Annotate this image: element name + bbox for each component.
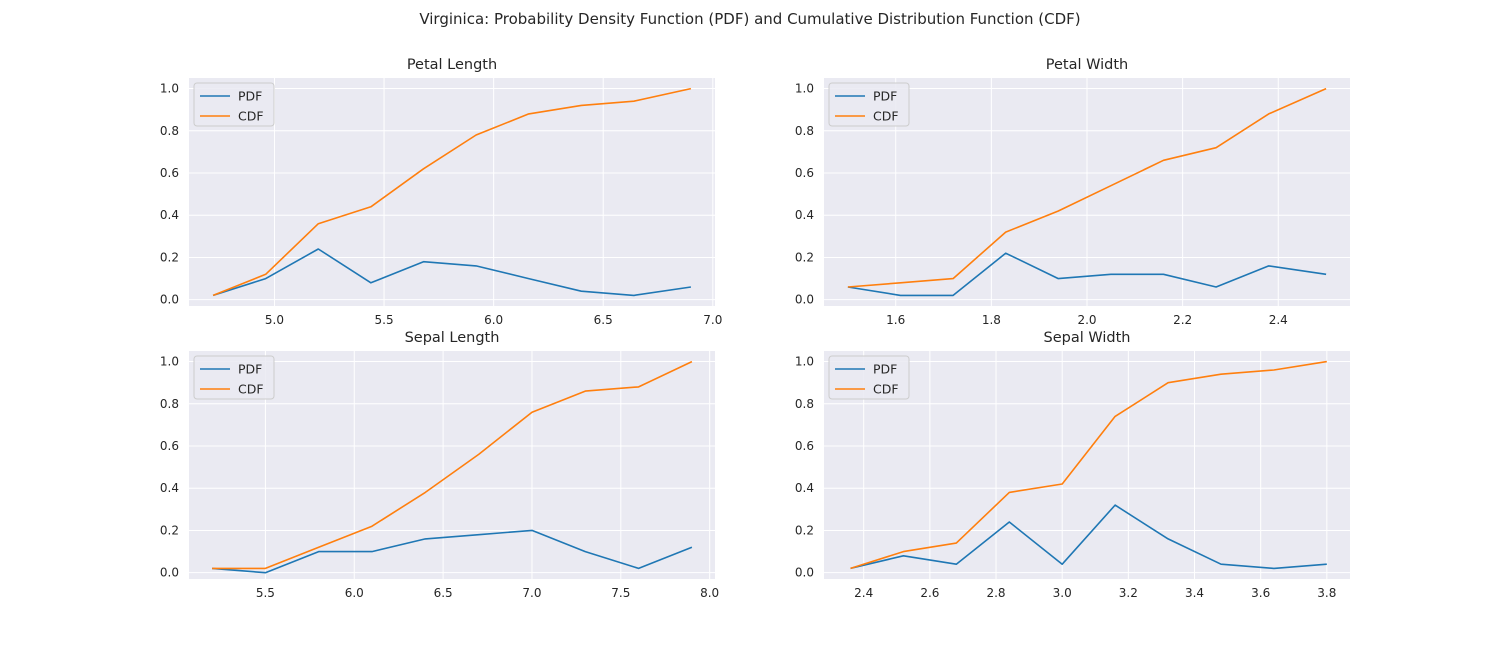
plot-area — [189, 78, 715, 306]
cdf-line — [212, 87, 692, 297]
pdf-line — [212, 529, 693, 574]
x-tick-label: 2.0 — [1077, 313, 1096, 327]
y-tick-label: 1.0 — [795, 82, 814, 96]
legend-label-pdf: PDF — [238, 362, 262, 377]
pdf-line — [847, 252, 1327, 297]
pdf-line — [212, 248, 692, 297]
x-tick-label: 3.2 — [1119, 586, 1138, 600]
subplot-4: 2.4 2.6 2.8 3.0 3.2 3.4 3.6 3.8 0.0 0.2 0.4 0.6 0.8 1… — [795, 330, 1350, 600]
y-tick-label: 0.0 — [160, 293, 179, 307]
plot-area — [189, 351, 715, 579]
x-tick-label: 6.0 — [484, 313, 503, 327]
y-tick-label: 0.4 — [160, 208, 179, 222]
x-tick-label: 5.0 — [265, 313, 284, 327]
x-tick-label: 7.0 — [703, 313, 722, 327]
y-tick-label: 0.8 — [795, 397, 814, 411]
pdf-line — [850, 504, 1327, 570]
y-tick-label: 0.6 — [795, 166, 814, 180]
y-tick-label: 1.0 — [795, 355, 814, 369]
subplot-title: Sepal Length — [405, 330, 500, 346]
x-tick-label: 3.4 — [1185, 586, 1204, 600]
legend-label-pdf: PDF — [873, 362, 897, 377]
x-tick-label: 5.5 — [375, 313, 394, 327]
y-tick-label: 0.6 — [160, 439, 179, 453]
y-tick-label: 0.0 — [795, 566, 814, 580]
subplot-title: Petal Length — [407, 57, 497, 73]
y-tick-label: 0.8 — [795, 124, 814, 138]
x-tick-label: 3.6 — [1251, 586, 1270, 600]
x-tick-label: 2.6 — [920, 586, 939, 600]
x-tick-label: 1.8 — [982, 313, 1001, 327]
x-tick-label: 2.2 — [1173, 313, 1192, 327]
cdf-line — [847, 87, 1327, 288]
subplot-title: Sepal Width — [1044, 330, 1131, 346]
x-tick-label: 6.5 — [434, 586, 453, 600]
y-tick-label: 0.4 — [795, 481, 814, 495]
y-tick-label: 0.6 — [795, 439, 814, 453]
legend: PDF CDF — [193, 82, 275, 127]
cdf-line — [212, 360, 693, 570]
x-tick-label: 3.0 — [1053, 586, 1072, 600]
x-tick-label: 6.5 — [594, 313, 613, 327]
subplot-2: 1.6 1.8 2.0 2.2 2.4 0.0 0.2 0.4 0.6 0.8 1.0 Petal W… — [795, 57, 1350, 327]
x-tick-label: 2.4 — [1269, 313, 1288, 327]
y-tick-label: 1.0 — [160, 82, 179, 96]
figure-title: Virginica: Probability Density Function … — [419, 10, 1081, 28]
y-tick-label: 0.2 — [795, 250, 814, 264]
x-tick-label: 7.0 — [522, 586, 541, 600]
y-tick-label: 0.2 — [795, 523, 814, 537]
legend-label-pdf: PDF — [873, 89, 897, 104]
legend-label-cdf: CDF — [238, 382, 264, 397]
x-tick-label: 2.4 — [854, 586, 873, 600]
x-tick-label: 5.5 — [256, 586, 275, 600]
y-tick-label: 0.0 — [795, 293, 814, 307]
x-tick-label: 3.8 — [1317, 586, 1336, 600]
y-tick-label: 0.4 — [795, 208, 814, 222]
subplot-3: 5.5 6.0 6.5 7.0 7.5 8.0 0.0 0.2 0.4 0.6 0.8 1.0 Sepa… — [160, 330, 719, 600]
cdf-line — [850, 360, 1327, 570]
y-tick-label: 0.6 — [160, 166, 179, 180]
y-tick-label: 0.0 — [160, 566, 179, 580]
y-tick-label: 0.4 — [160, 481, 179, 495]
legend: PDF CDF — [828, 82, 910, 127]
x-tick-label: 1.6 — [886, 313, 905, 327]
legend: PDF CDF — [828, 355, 910, 400]
y-tick-label: 0.2 — [160, 250, 179, 264]
y-tick-label: 0.8 — [160, 397, 179, 411]
legend-label-cdf: CDF — [873, 382, 899, 397]
legend-label-cdf: CDF — [873, 109, 899, 124]
subplot-title: Petal Width — [1046, 57, 1128, 73]
plot-area — [824, 351, 1350, 579]
y-tick-label: 0.8 — [160, 124, 179, 138]
legend-label-cdf: CDF — [238, 109, 264, 124]
x-tick-label: 8.0 — [700, 586, 719, 600]
x-tick-label: 6.0 — [345, 586, 364, 600]
x-tick-label: 7.5 — [611, 586, 630, 600]
y-tick-label: 1.0 — [160, 355, 179, 369]
legend-label-pdf: PDF — [238, 89, 262, 104]
subplot-1: 5.0 5.5 6.0 6.5 7.0 0.0 0.2 0.4 0.6 0.8 1.0 Petal L… — [160, 57, 722, 327]
legend: PDF CDF — [193, 355, 275, 400]
x-tick-label: 2.8 — [986, 586, 1005, 600]
y-tick-label: 0.2 — [160, 523, 179, 537]
